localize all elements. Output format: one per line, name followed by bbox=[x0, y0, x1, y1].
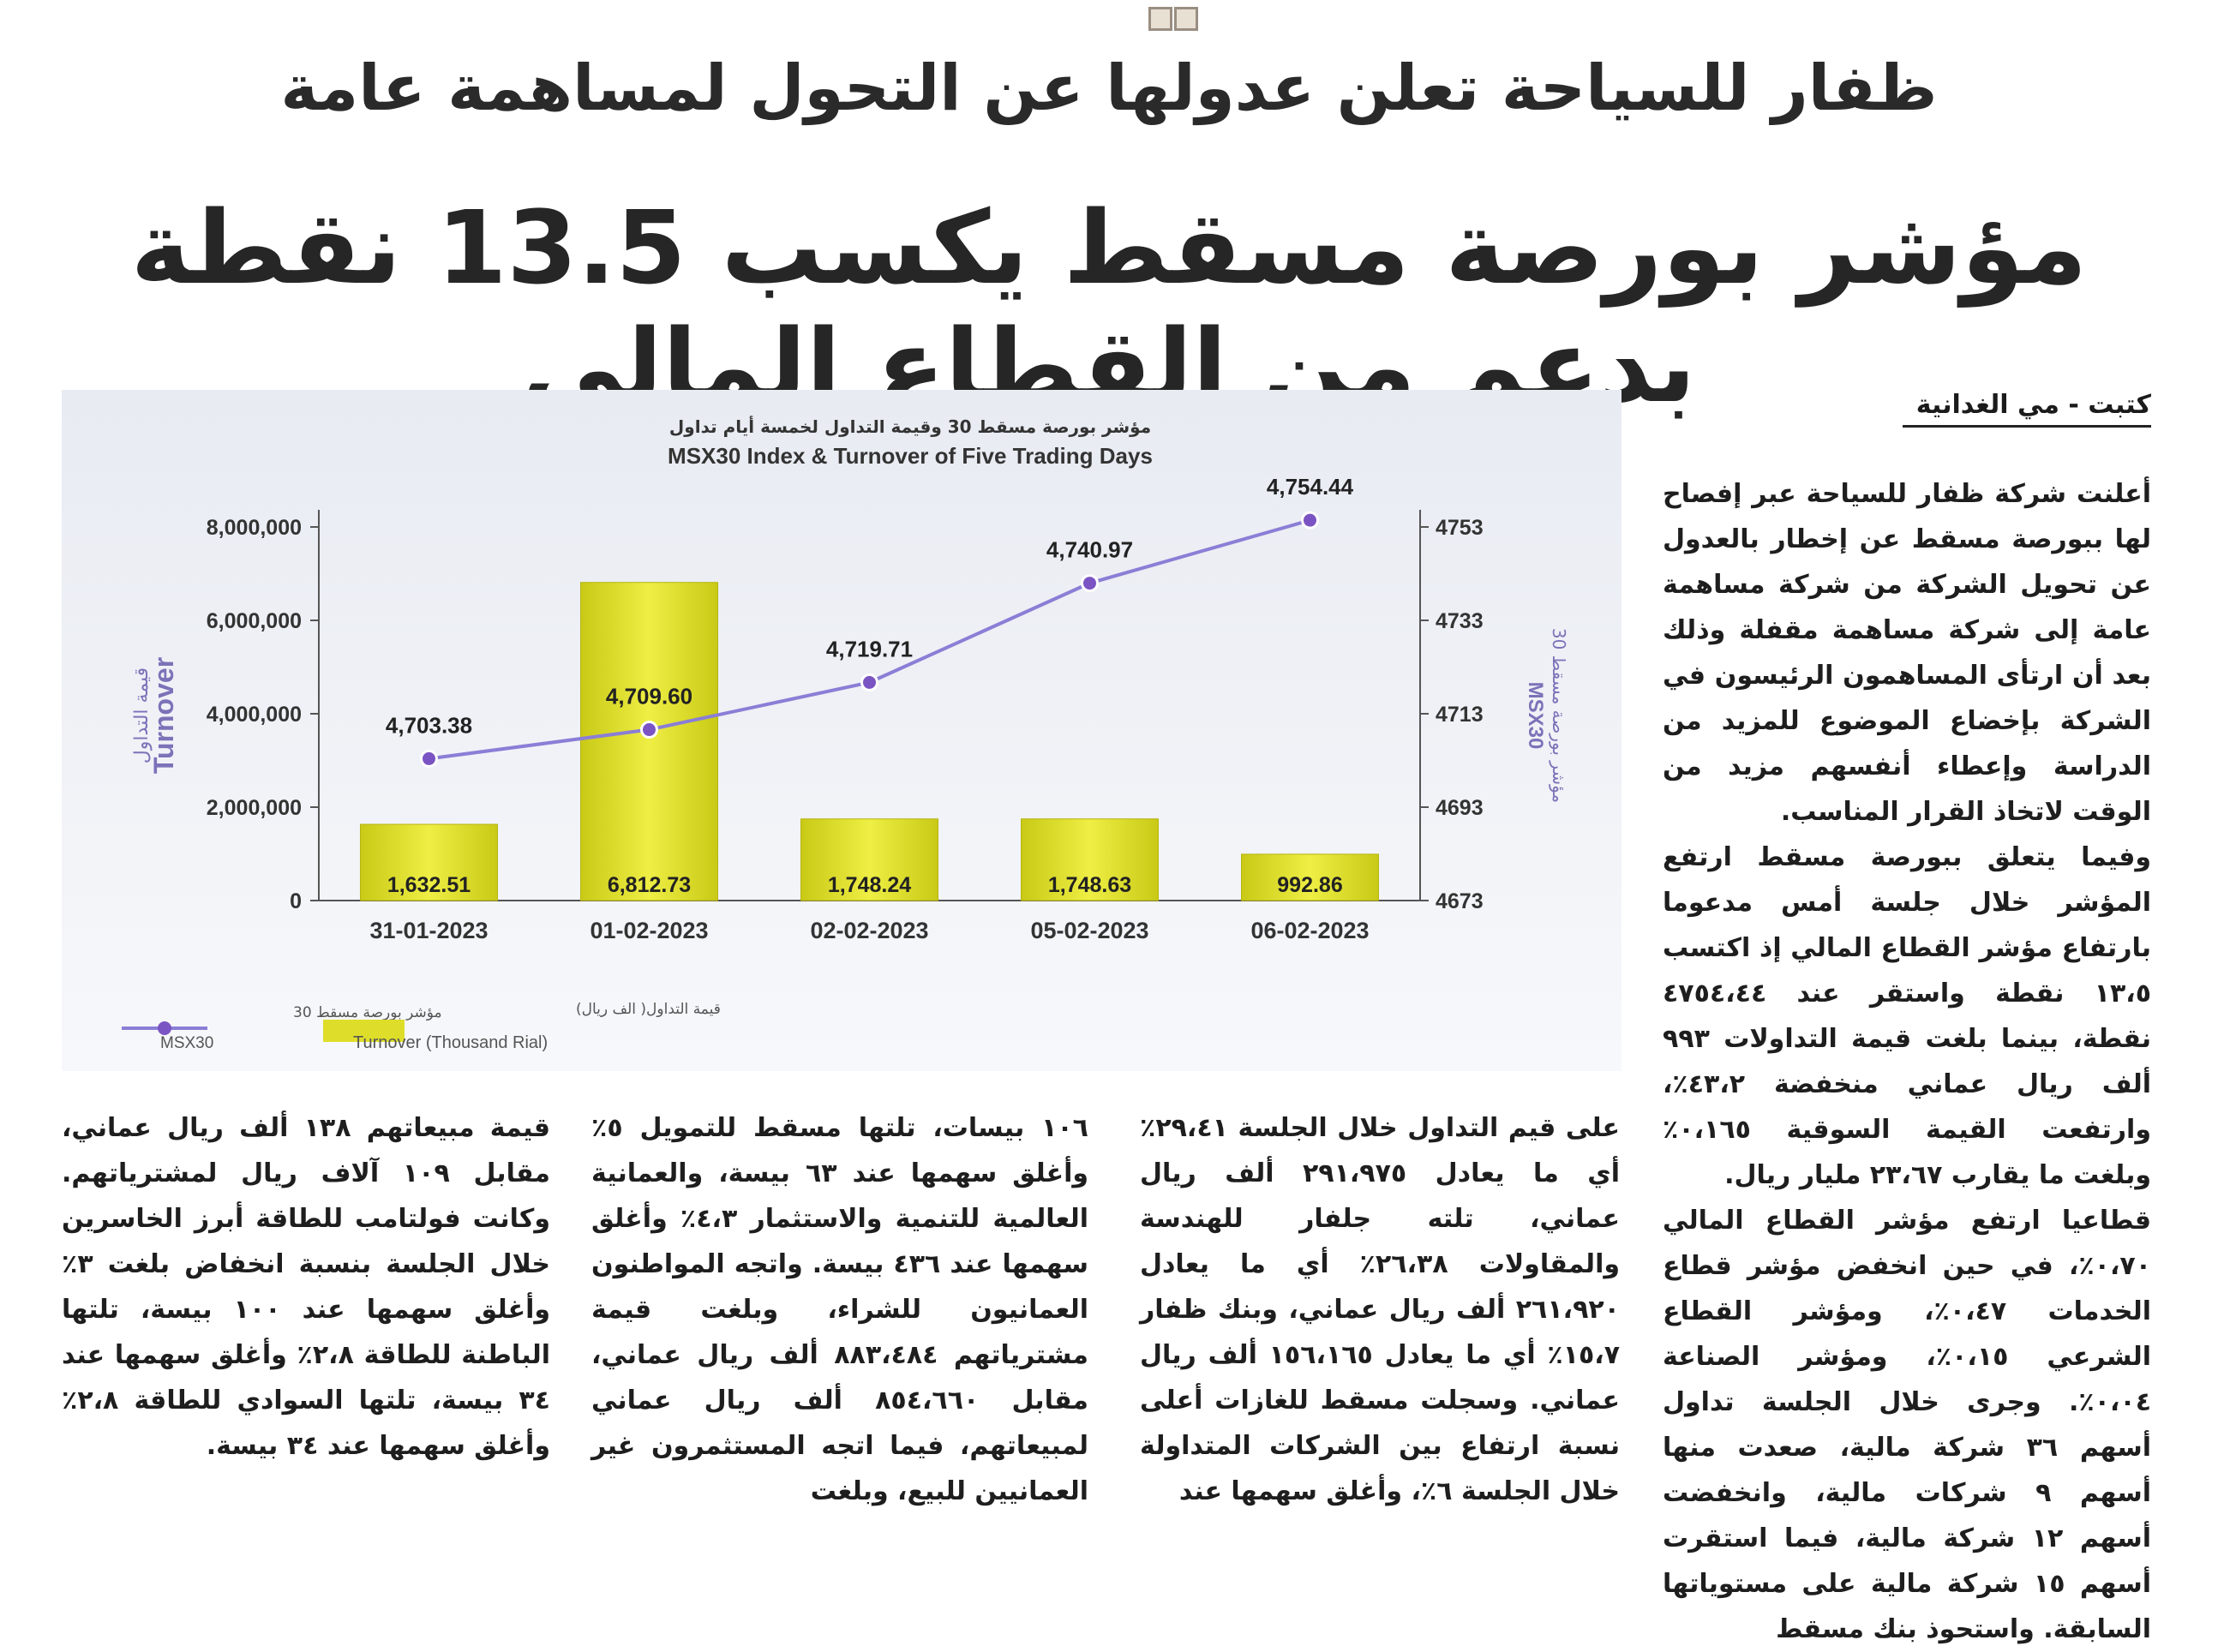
legend-marker-swatch bbox=[158, 1021, 171, 1035]
byline: كتبت - مي الغدانية bbox=[1903, 390, 2151, 428]
turnover-bar bbox=[1021, 818, 1159, 901]
marker-square-left bbox=[1148, 7, 1172, 31]
msx30-point-label: 4,740.97 bbox=[1046, 537, 1133, 563]
legend-turnover-ar: قيمة التداول( الف ريال) bbox=[576, 1001, 721, 1018]
turnover-bar-label: 6,812.73 bbox=[608, 873, 691, 897]
legend-msx30: MSX30 bbox=[160, 1034, 213, 1052]
left-axis-tick-label: 8,000,000 bbox=[207, 516, 302, 540]
turnover-bar-label: 992.86 bbox=[1277, 873, 1342, 897]
msx30-point bbox=[420, 749, 438, 768]
chart-legend: مؤشر بورصة مسقط 30 MSX30 قيمة التداول( الف… bbox=[122, 1001, 721, 1052]
x-axis-tick-label: 02-02-2023 bbox=[810, 918, 928, 943]
x-axis-tick-label: 05-02-2023 bbox=[1030, 918, 1148, 943]
msx30-point bbox=[1301, 511, 1319, 530]
chart-panel bbox=[62, 390, 1622, 1071]
turnover-bar-label: 1,748.24 bbox=[828, 873, 911, 897]
right-axis-title: MSX30 bbox=[1524, 682, 1547, 750]
turnover-bar bbox=[1241, 853, 1379, 901]
left-axis-tick-label: 4,000,000 bbox=[207, 703, 302, 727]
x-axis-tick-label: 06-02-2023 bbox=[1250, 918, 1369, 943]
msx30-point bbox=[1081, 574, 1099, 593]
kicker-headline: ظفار للسياحة تعلن عدولها عن التحول لمساه… bbox=[280, 51, 1938, 125]
legend-bar-swatch bbox=[323, 1020, 405, 1042]
msx30-point-label: 4,719.71 bbox=[826, 636, 913, 661]
chart-title-ar: مؤشر بورصة مسقط 30 وقيمة التداول لخمسة أ… bbox=[669, 415, 1151, 437]
right-axis-tick-label: 4693 bbox=[1436, 796, 1484, 820]
msx30-point-label: 4,709.60 bbox=[606, 684, 692, 709]
msx30-point-label: 4,754.44 bbox=[1267, 474, 1354, 500]
right-axis-title-ar: مؤشر بورصة مسقط 30 bbox=[1549, 628, 1569, 803]
msx30-point bbox=[640, 721, 658, 739]
turnover-bar bbox=[800, 818, 938, 901]
turnover-bar bbox=[580, 582, 718, 901]
paragraph-1: أعلنت شركة ظفار للسياحة عبر إفصاح لها بب… bbox=[1663, 479, 2151, 827]
x-axis-tick-label: 31-01-2023 bbox=[369, 918, 488, 943]
left-axis-tick-label: 6,000,000 bbox=[207, 609, 302, 633]
msx30-point-label: 4,703.38 bbox=[386, 712, 472, 738]
msx30-point bbox=[860, 673, 878, 691]
chart-axes: 0 2,000,000 4,000,000 6,000,000 8,000,000 467… bbox=[131, 510, 1569, 943]
left-axis-title-ar: قيمة التداول bbox=[131, 667, 153, 763]
article-column-2: ١٠٦ بيسات، تلتها مسقط للتمويل ٥٪ وأغلق س… bbox=[591, 1113, 1089, 1506]
x-axis-tick-label: 01-02-2023 bbox=[590, 918, 708, 943]
chart-title: MSX30 Index & Turnover of Five Trading D… bbox=[668, 443, 1153, 469]
article-column-3: على قيم التداول خلال الجلسة ٢٩،٤١٪ أي ما… bbox=[1140, 1113, 1621, 1506]
left-axis-tick-label: 0 bbox=[290, 889, 302, 913]
right-axis-tick-label: 4673 bbox=[1436, 889, 1484, 913]
msx30-line: 4,703.38 4,709.60 4,719.71 4,740.97 4,754.44 bbox=[386, 474, 1354, 768]
turnover-bar-label: 1,748.63 bbox=[1048, 873, 1131, 897]
turnover-bars: 1,632.51 6,812.73 1,748.24 1,748.63 992.86 bbox=[360, 582, 1379, 901]
article-column-right: أعلنت شركة ظفار للسياحة عبر إفصاح لها بب… bbox=[1663, 471, 2151, 1652]
article-column-1: قيمة مبيعاتهم ١٣٨ ألف ريال عماني، مقابل … bbox=[62, 1113, 551, 1461]
marker-square-right bbox=[1174, 7, 1198, 31]
paragraph-3: قطاعيا ارتفع مؤشر القطاع المالي ٠،٧٠٪، ف… bbox=[1663, 1206, 2152, 1644]
paragraph-2: وفيما يتعلق ببورصة مسقط ارتفع المؤشر خلا… bbox=[1663, 842, 2151, 1190]
left-axis-title: Turnover bbox=[148, 657, 179, 774]
turnover-bar bbox=[360, 823, 498, 901]
right-axis-tick-label: 4713 bbox=[1436, 703, 1484, 727]
left-axis-tick-label: 2,000,000 bbox=[207, 796, 302, 820]
msx30-turnover-chart: مؤشر بورصة مسقط 30 وقيمة التداول لخمسة أ… bbox=[62, 390, 1622, 1071]
turnover-bar-label: 1,632.51 bbox=[387, 873, 471, 897]
legend-turnover: Turnover (Thousand Rial) bbox=[353, 1033, 548, 1052]
right-axis-tick-label: 4733 bbox=[1436, 609, 1484, 633]
legend-msx30-ar: مؤشر بورصة مسقط 30 bbox=[293, 1004, 442, 1021]
right-axis-tick-label: 4753 bbox=[1436, 516, 1484, 540]
